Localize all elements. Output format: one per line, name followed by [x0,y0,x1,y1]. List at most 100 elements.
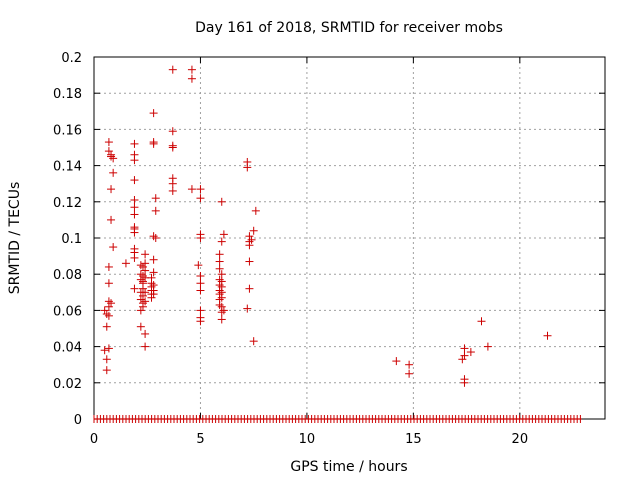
data-point [102,322,111,331]
data-point [136,322,145,331]
data-point [217,293,226,302]
x-tick-label: 20 [512,432,529,447]
zero-baseline-markers [93,415,582,423]
x-tick-label: 15 [405,432,422,447]
data-point [187,74,196,83]
data-point [168,179,177,188]
data-point [249,226,258,235]
data-point [196,234,205,242]
data-point [138,302,147,311]
y-tick-label: 0.18 [53,87,82,102]
data-point [196,279,205,288]
y-tick-labels: 0 0.02 0.04 0.06 0.08 0.1 0.12 0.14 0.16 0.18 0.2 [53,51,82,428]
data-point [136,275,145,284]
data-point [477,317,486,326]
data-point [130,139,139,148]
data-point [102,355,111,364]
data-point [196,317,205,326]
data-point [149,232,158,241]
data-point [141,288,150,297]
data-point [149,290,158,299]
data-point [245,241,254,250]
x-tick-label: 5 [196,432,204,447]
data-point [130,228,139,237]
data-point [141,259,150,268]
x-tick-label: 0 [90,432,98,447]
data-point [217,308,226,317]
data-point [121,259,130,268]
data-point [196,306,205,315]
data-point [100,306,109,315]
data-point [138,262,147,271]
data-point [187,185,196,194]
data-point [217,270,226,279]
data-point [136,306,145,315]
data-point [130,253,139,262]
x-axis-label: GPS time / hours [290,459,407,475]
data-point [196,185,205,194]
data-point [245,284,254,293]
data-point [107,185,116,194]
data-point [109,243,118,252]
data-point [483,342,492,351]
data-point [460,344,469,353]
data-point [215,257,224,266]
data-point [141,297,150,306]
data-point [151,206,160,215]
data-point [104,262,113,271]
data-point [215,250,224,259]
data-point [249,337,258,346]
data-point [543,331,552,340]
chart-title: Day 161 of 2018, SRMTID for receiver mob… [195,20,503,36]
data-point [392,357,401,366]
data-point [168,143,177,152]
data-point [168,65,177,74]
data-point [130,203,139,212]
data-point [149,255,158,264]
data-point [149,109,158,118]
data-point [187,65,196,74]
data-point [251,206,260,215]
data-point [138,291,147,300]
y-axis-label: SRMTID / TECUs [7,182,23,295]
y-tick-label: 0.06 [53,304,82,319]
data-point [100,346,109,355]
x-tick-label: 10 [299,432,316,447]
data-point [196,194,205,203]
data-point [141,266,150,275]
data-point [460,378,469,387]
data-point [466,348,475,357]
data-point [217,315,226,324]
data-point [243,304,252,313]
data-point [147,293,156,302]
data-point [130,284,139,293]
data-point [196,286,205,295]
data-point [104,147,113,156]
data-point [107,152,116,161]
y-tick-label: 0.1 [61,232,82,247]
data-point [196,272,205,281]
data-point [151,194,160,203]
data-point [405,369,414,378]
data-point [104,344,113,353]
data-point [136,261,145,270]
data-point [130,176,139,185]
data-point [104,302,113,311]
y-tick-label: 0.16 [53,123,82,138]
data-point [219,230,228,239]
data-point [149,268,158,277]
data-point [141,342,150,351]
data-point [104,138,113,147]
data-point [104,311,113,320]
x-tick-labels: 0 5 10 15 20 [90,432,528,447]
data-point [217,237,226,246]
data-point [107,299,116,308]
data-point [168,186,177,195]
data-point [130,156,139,165]
data-point [247,235,256,244]
data-point [215,300,224,309]
data-point [151,234,160,242]
data-point [130,210,139,219]
data-point [102,310,111,319]
